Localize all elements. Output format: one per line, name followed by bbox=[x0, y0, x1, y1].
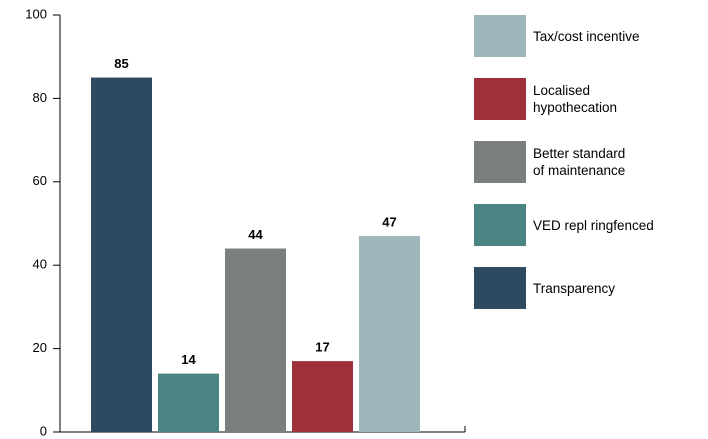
data-label: 14 bbox=[181, 352, 196, 367]
y-tick-label: 40 bbox=[33, 257, 47, 272]
y-tick-label: 100 bbox=[25, 6, 47, 21]
data-label: 47 bbox=[382, 214, 396, 229]
data-label: 85 bbox=[114, 56, 128, 71]
y-tick-label: 0 bbox=[40, 423, 47, 438]
y-tick-label: 60 bbox=[33, 173, 47, 188]
legend-swatch bbox=[474, 78, 526, 120]
legend-swatch bbox=[474, 15, 526, 57]
bar bbox=[158, 373, 219, 432]
legend-label: Tax/cost incentive bbox=[533, 28, 640, 44]
legend-swatch bbox=[474, 267, 526, 309]
data-label: 17 bbox=[315, 340, 329, 355]
bar bbox=[225, 248, 286, 432]
bar bbox=[91, 77, 152, 433]
legend-item: Better standard of maintenance bbox=[474, 141, 625, 183]
legend-label: Localised hypothecation bbox=[533, 83, 618, 115]
legend-label: Better standard of maintenance bbox=[533, 146, 626, 178]
y-tick-label: 80 bbox=[33, 90, 47, 105]
legend-item: VED repl ringfenced bbox=[474, 204, 654, 246]
legend-swatch bbox=[474, 141, 526, 183]
legend-label: Transparency bbox=[533, 280, 616, 296]
bar bbox=[359, 236, 420, 432]
legend-item: Tax/cost incentive bbox=[474, 15, 640, 57]
legend-item: Localised hypothecation bbox=[474, 78, 617, 120]
legend-label: VED repl ringfenced bbox=[533, 217, 654, 233]
bar bbox=[292, 361, 353, 432]
legend-item: Transparency bbox=[474, 267, 615, 309]
y-tick-label: 20 bbox=[33, 340, 47, 355]
legend-swatch bbox=[474, 204, 526, 246]
data-label: 44 bbox=[248, 227, 263, 242]
